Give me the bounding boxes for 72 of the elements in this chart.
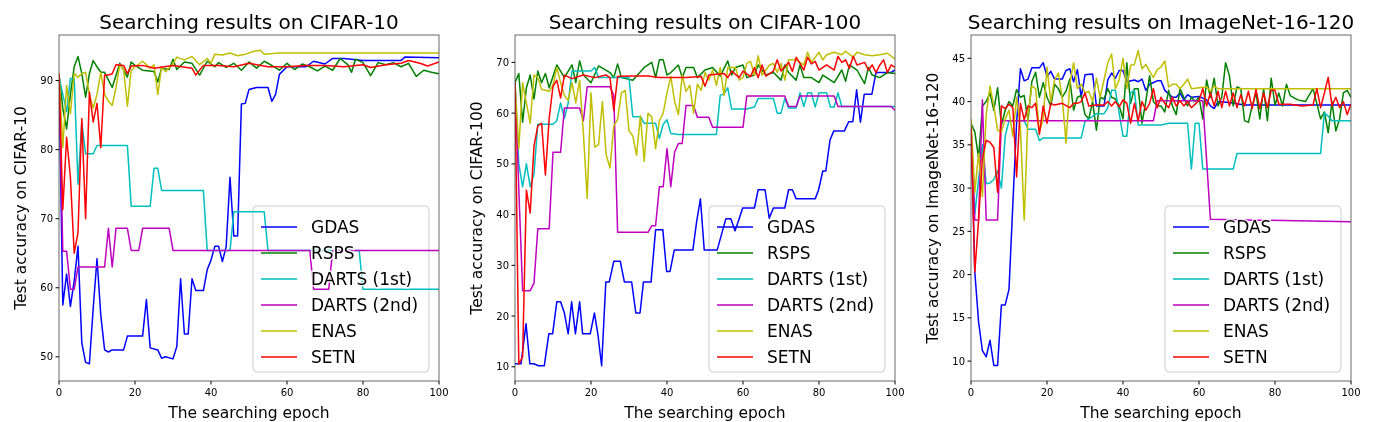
- x-tick-label: 20: [1040, 387, 1054, 398]
- y-axis-title: Test accuracy on CIFAR-10: [12, 106, 30, 311]
- y-tick-label: 10: [952, 355, 965, 367]
- y-tick-label: 15: [952, 312, 965, 324]
- y-tick-label: 40: [496, 209, 509, 221]
- x-tick-label: 80: [812, 387, 826, 398]
- chart-title: Searching results on ImageNet-16-120: [967, 10, 1355, 34]
- x-axis-title: The searching epoch: [167, 404, 330, 422]
- x-tick-label: 0: [55, 387, 63, 398]
- y-tick-label: 90: [40, 75, 53, 87]
- legend-label: RSPS: [767, 242, 811, 263]
- chart-title: Searching results on CIFAR-10: [99, 10, 399, 34]
- line-series: [59, 56, 439, 365]
- legend-label: GDAS: [311, 216, 360, 237]
- line-series: [59, 49, 439, 149]
- line-series: [971, 61, 1351, 159]
- x-tick-label: 80: [356, 387, 370, 398]
- legend-label: GDAS: [767, 216, 816, 237]
- line-series: [515, 59, 895, 124]
- line-series: [59, 55, 439, 130]
- y-tick-label: 45: [952, 52, 965, 64]
- legend-label: DARTS (1st): [1223, 268, 1325, 289]
- y-tick-label: 50: [40, 351, 53, 363]
- x-tick-label: 20: [128, 387, 142, 398]
- line-series: [971, 61, 1351, 367]
- chart-title: Searching results on CIFAR-100: [548, 10, 862, 34]
- legend-label: SETN: [767, 346, 812, 367]
- y-tick-label: 80: [40, 144, 53, 156]
- x-tick-label: 100: [885, 387, 905, 398]
- x-tick-label: 100: [429, 387, 449, 398]
- legend-label: DARTS (2nd): [767, 294, 875, 315]
- y-tick-label: 60: [40, 282, 53, 294]
- y-tick-label: 10: [496, 361, 509, 373]
- legend-label: DARTS (2nd): [1223, 294, 1331, 315]
- y-tick-label: 30: [496, 259, 509, 271]
- y-tick-label: 20: [952, 269, 965, 281]
- legend-label: ENAS: [311, 320, 357, 341]
- x-tick-label: 100: [1341, 387, 1361, 398]
- legend-label: SETN: [1223, 346, 1268, 367]
- line-series: [971, 49, 1351, 221]
- x-tick-label: 40: [204, 387, 218, 398]
- x-tick-label: 0: [967, 387, 975, 398]
- x-tick-label: 20: [584, 387, 598, 398]
- x-axis-title: The searching epoch: [1079, 404, 1242, 422]
- legend-label: ENAS: [1223, 320, 1269, 341]
- x-tick-label: 0: [511, 387, 519, 398]
- legend-label: DARTS (1st): [767, 268, 869, 289]
- line-series: [515, 50, 895, 200]
- y-tick-label: 50: [496, 158, 509, 170]
- y-tick-label: 60: [496, 107, 509, 119]
- line-series: [971, 76, 1351, 273]
- legend-label: ENAS: [767, 320, 813, 341]
- y-tick-label: 35: [952, 139, 965, 151]
- x-tick-label: 60: [280, 387, 294, 398]
- y-axis-title: Test accuracy on CIFAR-100: [468, 101, 486, 316]
- x-tick-label: 40: [1116, 387, 1130, 398]
- y-axis-title: Test accuracy on ImageNet-16-120: [924, 72, 942, 345]
- y-tick-label: 70: [496, 56, 509, 68]
- legend-label: GDAS: [1223, 216, 1272, 237]
- y-tick-label: 30: [952, 182, 965, 194]
- y-tick-label: 70: [40, 213, 53, 225]
- y-tick-label: 40: [952, 96, 965, 108]
- x-tick-label: 60: [736, 387, 750, 398]
- legend-label: SETN: [311, 346, 356, 367]
- x-tick-label: 40: [660, 387, 674, 398]
- x-axis-title: The searching epoch: [623, 404, 786, 422]
- legend-label: RSPS: [1223, 242, 1267, 263]
- y-tick-label: 20: [496, 310, 509, 322]
- legend-label: DARTS (2nd): [311, 294, 419, 315]
- y-tick-label: 25: [952, 225, 965, 237]
- x-tick-label: 80: [1268, 387, 1282, 398]
- x-tick-label: 60: [1192, 387, 1206, 398]
